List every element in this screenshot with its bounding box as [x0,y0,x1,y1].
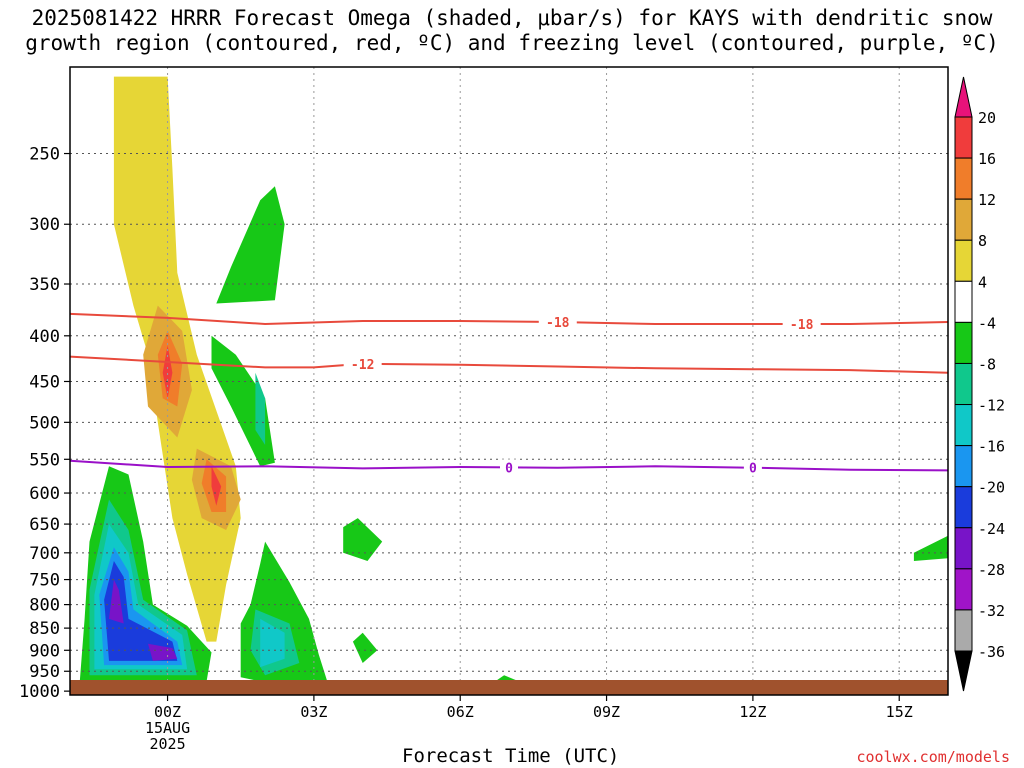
colorbar-segment [954,362,973,406]
omega-region-8 [299,315,334,423]
contour-label-bg [538,313,577,330]
colorbar-segment [954,116,973,159]
y-tick-label: 950 [29,662,60,682]
colorbar-segment [954,568,973,611]
y-tick-label: 600 [29,484,60,504]
colorbar-segment [954,198,973,241]
x-tick-label: 15Z [886,703,913,721]
y-tick-label: 800 [29,596,60,616]
colorbar-segment [954,157,973,200]
y-tick-label: 650 [29,515,60,535]
omega-region-12 [889,604,948,678]
y-tick-label: 900 [29,641,60,661]
y-tick-label: 400 [29,327,60,347]
y-tick-label: 550 [29,450,60,470]
title-line-2: growth region (contoured, red, ºC) and f… [25,31,999,55]
omega-region-7 [211,466,222,506]
colorbar-label: -8 [978,355,996,373]
contour-label: -18 [546,316,570,331]
colorbar-label: 12 [978,191,996,209]
colorbar-label: -16 [978,438,1005,456]
colorbar-segment [954,280,973,323]
contour-label-bg [743,459,762,476]
omega-region-13 [216,186,285,304]
contour-label-bg [343,355,382,372]
colorbar-label: -20 [978,479,1005,497]
x-tick-label: 00Z [154,703,181,721]
colorbar-label: -24 [978,520,1005,538]
x-axis-label: Forecast Time (UTC) [402,745,620,767]
credit-link[interactable]: coolwx.com/models [856,748,1010,766]
omega-region-10 [640,171,661,231]
omega-region-6 [162,345,173,399]
contour-label: 0 [505,461,513,476]
y-tick-label: 500 [29,413,60,433]
contour-label: -12 [351,358,374,373]
x-tick-label: 03Z [300,703,327,721]
colorbar-label: -32 [978,602,1005,620]
omega-region-27 [104,561,178,661]
omega-region-23 [255,372,266,445]
colorbar-segment [954,486,973,529]
colorbar-label: -4 [978,314,996,332]
x-tick-label: 06Z [447,703,474,721]
colorbar-bottom-arrow [954,650,973,692]
colorbar-label: -36 [978,643,1005,661]
omega-region-28 [109,579,124,624]
contour-label-bg [500,459,518,476]
y-tick-label: 850 [29,619,60,639]
ground-strip [70,680,948,695]
omega-region-15 [343,518,383,561]
chart-title: 2025081422 HRRR Forecast Omega (shaded, … [0,6,1024,56]
omega-region-18 [913,535,948,561]
y-tick-label: 450 [29,372,60,392]
omega-region-16 [352,632,378,663]
y-tick-label: 750 [29,571,60,591]
colorbar-segment [954,321,973,364]
contour-label-bg [782,315,821,332]
x-tick-year: 2025 [149,735,185,753]
x-tick-label: 12Z [739,703,766,721]
x-tick-label: 09Z [593,703,620,721]
colorbar-label: 4 [978,273,987,291]
colorbar-label: 20 [978,109,996,127]
colorbar-label: -12 [978,397,1005,415]
contour-label: 0 [749,462,757,477]
omega-region-25 [260,618,285,668]
y-tick-label: 300 [29,215,60,235]
colorbar-label: 16 [978,150,996,168]
colorbar-top-arrow [954,76,973,118]
colorbar-segment [954,445,973,488]
x-tick-date: 15AUG [145,719,190,737]
contour-line [69,355,949,374]
omega-region-9 [435,76,475,154]
omega-region-29 [148,643,178,661]
y-tick-label: 1000 [19,682,60,702]
colorbar-segment [954,609,973,652]
y-tick-label: 250 [29,145,60,165]
title-line-1: 2025081422 HRRR Forecast Omega (shaded, … [31,6,993,30]
y-tick-label: 350 [29,275,60,295]
colorbar-segment [954,239,973,282]
colorbar-label: 8 [978,232,987,250]
y-tick-label: 700 [29,544,60,564]
colorbar-segment [954,527,973,570]
colorbar-segment [954,404,973,447]
contour-label: -18 [790,318,814,333]
colorbar-label: -28 [978,561,1005,579]
omega-region-11 [309,574,324,622]
